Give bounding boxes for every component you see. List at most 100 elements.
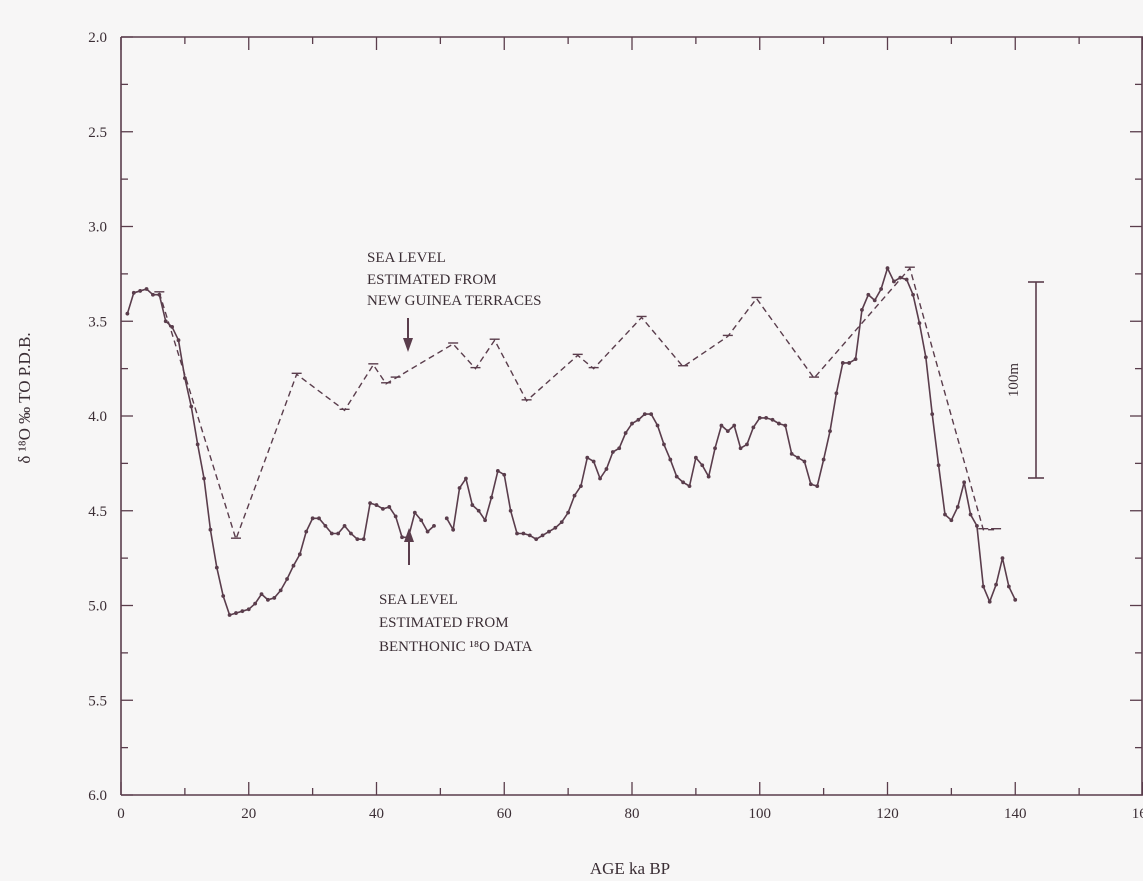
- benthonic-point: [419, 518, 424, 523]
- benthonic-point: [572, 493, 577, 498]
- benthonic-point: [547, 529, 551, 534]
- benthonic-point: [534, 537, 539, 542]
- benthonic-series-line: [126, 288, 435, 616]
- benthonic-point: [489, 495, 494, 500]
- benthonic-point: [872, 298, 877, 303]
- benthonic-point: [464, 476, 468, 481]
- benthonic-point: [732, 423, 737, 428]
- y-tick-label: 5.5: [88, 693, 107, 709]
- benthonic-point: [636, 417, 641, 422]
- benthonic-point: [240, 609, 245, 614]
- terraces-series-line: [158, 266, 997, 542]
- benthonic-point: [234, 611, 238, 615]
- benthonic-point: [317, 516, 321, 521]
- benthonic-point: [630, 421, 634, 426]
- scale-bar-label: 100m: [1006, 363, 1022, 398]
- benthonic-point: [713, 446, 717, 451]
- benthonic-point: [860, 307, 864, 312]
- benthonic-point: [975, 524, 979, 528]
- benthonic-point: [642, 412, 647, 417]
- benthonic-point: [725, 429, 730, 434]
- benthonic-point: [943, 512, 947, 517]
- benthonic-point: [125, 311, 130, 316]
- benthonic-point: [355, 537, 360, 542]
- benthonic-point: [853, 357, 858, 362]
- benthonic-point: [706, 474, 711, 479]
- benthonic-point: [291, 563, 296, 568]
- benthonic-point: [425, 529, 430, 534]
- benthonic-point: [329, 531, 334, 536]
- x-tick-label: 80: [625, 806, 640, 822]
- y-tick-label: 2.5: [88, 125, 107, 141]
- benthonic-point: [821, 457, 826, 462]
- benthonic-point: [808, 482, 813, 487]
- x-tick-labels: 0 20 40 60 80 100 120 140 160: [117, 806, 1143, 822]
- benthonic-annotation-line-3: BENTHONIC ¹⁸O DATA: [379, 639, 533, 655]
- benthonic-point: [476, 508, 481, 513]
- benthonic-point: [221, 594, 226, 598]
- benthonic-point: [796, 455, 800, 460]
- benthonic-point: [393, 514, 398, 519]
- terraces-annotation: SEA LEVEL ESTIMATED FROM NEW GUINEA TERR…: [367, 250, 541, 352]
- benthonic-point: [751, 425, 756, 430]
- benthonic-point: [163, 319, 168, 324]
- benthonic-point: [176, 338, 181, 343]
- benthonic-point: [789, 452, 794, 456]
- x-tick-label: 100: [749, 806, 772, 822]
- benthonic-point: [483, 518, 487, 523]
- benthonic-point: [195, 442, 200, 447]
- benthonic-point: [297, 552, 302, 557]
- y-tick-label: 6.0: [88, 788, 107, 804]
- benthonic-point: [553, 525, 558, 530]
- benthonic-point: [253, 601, 258, 606]
- benthonic-point: [495, 469, 500, 473]
- benthonic-point: [336, 531, 341, 536]
- benthonic-point: [585, 455, 590, 460]
- benthonic-point: [955, 505, 960, 509]
- benthonic-point: [930, 412, 935, 417]
- benthonic-point: [687, 484, 692, 489]
- x-tick-label: 160: [1132, 806, 1143, 822]
- benthonic-point: [917, 321, 922, 326]
- benthonic-point: [891, 279, 896, 284]
- ticks: [120, 36, 1143, 796]
- benthonic-point: [368, 501, 373, 506]
- benthonic-point: [923, 355, 928, 360]
- benthonic-point: [515, 531, 519, 536]
- down-arrow-icon: [403, 318, 413, 352]
- benthonic-point: [202, 476, 206, 481]
- benthonic-point: [451, 527, 456, 532]
- benthonic-point: [981, 584, 986, 589]
- benthonic-point: [700, 463, 705, 468]
- benthonic-point: [151, 292, 155, 297]
- benthonic-point: [131, 290, 136, 295]
- x-tick-label: 140: [1004, 806, 1027, 822]
- benthonic-point: [521, 531, 526, 536]
- benthonic-point: [866, 292, 871, 297]
- y-tick-label: 4.0: [88, 409, 107, 425]
- benthonic-point: [246, 607, 251, 612]
- benthonic-point: [259, 592, 264, 597]
- benthonic-point: [540, 533, 545, 538]
- benthonic-point: [182, 376, 187, 380]
- benthonic-point: [968, 512, 973, 517]
- benthonic-point: [272, 596, 277, 600]
- benthonic-point: [834, 391, 839, 396]
- y-tick-label: 4.5: [88, 504, 107, 520]
- benthonic-point: [904, 277, 909, 282]
- benthonic-point: [304, 529, 309, 534]
- benthonic-point: [374, 503, 379, 507]
- benthonic-point: [994, 582, 998, 587]
- benthonic-point: [693, 455, 698, 460]
- benthonic-point: [266, 597, 270, 602]
- benthonic-point: [783, 423, 788, 428]
- y-tick-labels: 2.0 2.5 3.0 3.5 4.0 4.5 5.0 5.5 6.0: [88, 30, 107, 804]
- benthonic-point: [668, 457, 673, 462]
- benthonic-point: [828, 429, 832, 434]
- benthonic-point: [936, 463, 941, 468]
- terraces-annotation-line-3: NEW GUINEA TERRACES: [367, 293, 541, 309]
- up-arrow-icon: [404, 528, 414, 565]
- benthonic-point: [1006, 584, 1011, 589]
- y-tick-label: 2.0: [88, 30, 107, 46]
